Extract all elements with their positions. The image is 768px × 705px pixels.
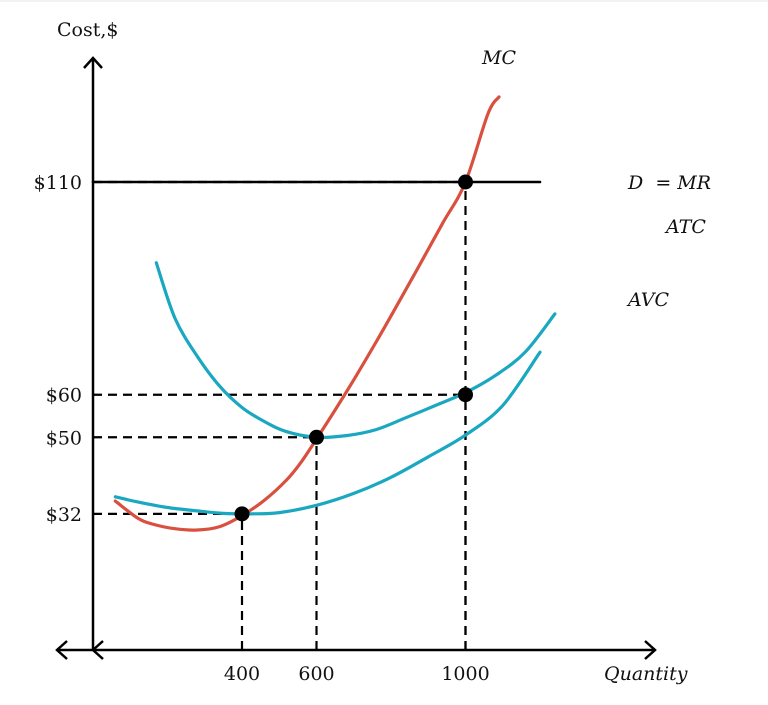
avc-curve-label: AVC [626, 289, 669, 311]
mc-curve-label: MC [481, 47, 516, 69]
axes [55, 56, 657, 660]
atc-curve [154, 261, 557, 440]
atc-curve-label: ATC [664, 216, 706, 238]
tick-labels: 400 600 1000 $32 $50 $60 $110 [34, 172, 490, 685]
point-400-32 [234, 506, 250, 522]
intersection-points [234, 174, 473, 522]
avc-curve [113, 350, 542, 516]
curves [91, 95, 557, 532]
y-axis-arrowhead [83, 56, 103, 69]
y-tick-label-60: $60 [46, 385, 82, 407]
demand-mr-label: D = MR [627, 172, 711, 194]
y-tick-label-32: $32 [46, 504, 82, 526]
y-tick-label-50: $50 [46, 427, 82, 449]
y-tick-label-110: $110 [34, 172, 82, 194]
mc-curve [113, 95, 501, 532]
point-600-50 [309, 429, 324, 445]
x-tick-label-400: 400 [224, 663, 260, 685]
x-tick-label-600: 600 [298, 663, 334, 685]
x-axis-left-arrowhead [55, 640, 68, 660]
x-tick-label-1000: 1000 [441, 663, 489, 685]
x-axis-arrowhead [644, 640, 657, 660]
x-axis-label: Quantity [604, 663, 688, 685]
point-1000-110 [458, 174, 473, 190]
y-axis-label: Cost,$ [57, 19, 119, 41]
origin-chevron [91, 640, 104, 660]
point-1000-60 [458, 387, 473, 403]
